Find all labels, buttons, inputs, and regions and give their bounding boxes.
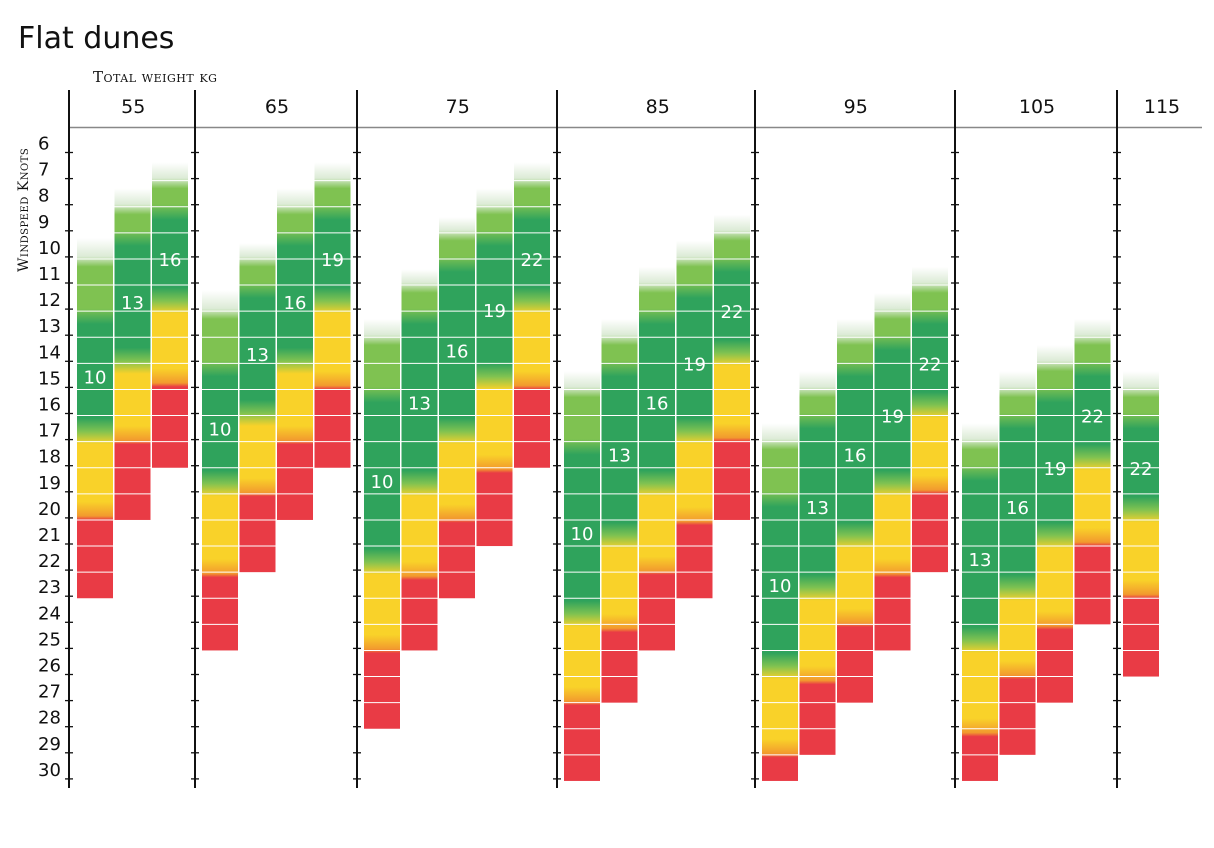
- wind-tick-label: 8: [38, 186, 49, 207]
- wind-tick-label: 25: [38, 629, 61, 650]
- kite-size-label: 22: [1081, 407, 1104, 428]
- kite-bar-65kg-13: [239, 243, 276, 573]
- kite-bar-55kg-10: [77, 238, 113, 599]
- wind-tick-label: 13: [38, 316, 61, 337]
- kite-size-label: 19: [321, 250, 344, 271]
- kite-size-label: 13: [608, 446, 631, 467]
- wind-tick-label: 24: [38, 603, 61, 624]
- kite-bar-95kg-16: [837, 318, 873, 703]
- kite-bar-105kg-13: [962, 423, 998, 781]
- wind-tick-label: 19: [38, 473, 61, 494]
- weight-header-85: 85: [646, 96, 670, 118]
- wind-tick-label: 22: [38, 551, 61, 572]
- kite-size-label: 19: [881, 407, 904, 428]
- kite-size-label: 22: [1130, 459, 1153, 480]
- kite-size-label: 10: [209, 420, 232, 441]
- weight-header-65: 65: [265, 96, 289, 118]
- wind-tick-label: 12: [38, 290, 61, 311]
- kite-bar-85kg-10: [564, 371, 600, 781]
- wind-tick-label: 26: [38, 656, 61, 677]
- weight-header-105: 105: [1019, 96, 1055, 118]
- wind-tick-label: 7: [38, 160, 49, 181]
- kite-size-label: 10: [84, 367, 107, 388]
- weight-header-75: 75: [446, 96, 470, 118]
- wind-tick-label: 28: [38, 708, 61, 729]
- kite-size-label: 22: [919, 354, 942, 375]
- kite-bar-95kg-22: [912, 266, 948, 573]
- y-axis-label: Windspeed Knots: [16, 148, 32, 272]
- wind-tick-label: 18: [38, 447, 61, 468]
- kite-size-label: 19: [483, 301, 506, 322]
- kite-bar-95kg-13: [799, 371, 836, 755]
- kite-bar-65kg-19: [314, 162, 351, 468]
- wind-tick-label: 10: [38, 238, 61, 259]
- kite-size-label: 13: [408, 394, 431, 415]
- kite-bar-105kg-22: [1074, 318, 1111, 625]
- kite-bar-55kg-16: [152, 162, 188, 468]
- kite-size-label: 22: [721, 302, 744, 323]
- kite-bar-115kg-22: [1123, 371, 1159, 677]
- kite-size-label: 16: [646, 394, 669, 415]
- kite-bar-75kg-16: [439, 217, 475, 599]
- kite-bar-75kg-19: [476, 188, 513, 547]
- kite-size-label: 10: [371, 472, 394, 493]
- weight-header-55: 55: [121, 96, 145, 118]
- kite-size-label: 16: [1006, 498, 1029, 519]
- kite-size-label: 19: [1044, 459, 1067, 480]
- grid-layer: [77, 162, 1160, 781]
- wind-tick-label: 30: [38, 760, 61, 781]
- wind-tick-label: 27: [38, 682, 61, 703]
- axis-layer: [65, 90, 1202, 788]
- kite-bar-105kg-19: [1037, 345, 1073, 703]
- kite-bar-75kg-22: [514, 162, 550, 468]
- kite-size-label: 13: [121, 293, 144, 314]
- kite-size-label: 16: [159, 250, 182, 271]
- kite-size-label: 22: [521, 250, 544, 271]
- kite-size-label: 16: [844, 446, 867, 467]
- kite-bar-55kg-13: [114, 188, 151, 520]
- x-axis-label: Total weight kg: [93, 68, 217, 86]
- kite-size-label: 13: [969, 550, 992, 571]
- wind-tick-label: 17: [38, 421, 61, 442]
- wind-tick-label: 20: [38, 499, 61, 520]
- kite-size-label: 13: [806, 498, 829, 519]
- wind-tick-label: 9: [38, 212, 49, 233]
- kite-bar-85kg-13: [601, 318, 638, 703]
- kite-bar-85kg-22: [714, 214, 750, 520]
- chart-title: Flat dunes: [18, 21, 174, 56]
- kite-bar-65kg-16: [277, 188, 313, 520]
- kite-bar-95kg-10: [762, 423, 798, 781]
- weight-header-95: 95: [844, 96, 868, 118]
- wind-tick-label: 29: [38, 734, 61, 755]
- wind-tick-label: 6: [38, 134, 49, 155]
- wind-tick-label: 14: [38, 342, 61, 363]
- wind-tick-label: 15: [38, 368, 61, 389]
- kite-bar-85kg-19: [676, 240, 713, 599]
- bars-layer: [77, 162, 1159, 781]
- kite-size-label: 19: [683, 354, 706, 375]
- kite-bar-75kg-10: [364, 318, 400, 729]
- label-layer: 10 13 16 10 13 16 19 10 13 16 19 22 10 13 16 19 22 10 13 16…: [38, 96, 1180, 781]
- kite-bar-85kg-16: [639, 266, 675, 651]
- weight-header-115: 115: [1144, 96, 1180, 118]
- kite-size-label: 16: [284, 293, 307, 314]
- kite-size-label: 10: [571, 524, 594, 545]
- kite-bar-95kg-19: [874, 292, 911, 651]
- wind-tick-label: 21: [38, 525, 61, 546]
- kite-size-label: 13: [246, 345, 269, 366]
- kite-bar-75kg-13: [401, 269, 438, 651]
- kite-size-label: 16: [446, 341, 469, 362]
- kite-bar-105kg-16: [999, 371, 1036, 755]
- wind-tick-label: 11: [38, 264, 61, 285]
- wind-tick-label: 23: [38, 577, 61, 598]
- kite-bar-65kg-10: [202, 290, 238, 651]
- wind-tick-label: 16: [38, 395, 61, 416]
- kite-size-label: 10: [769, 576, 792, 597]
